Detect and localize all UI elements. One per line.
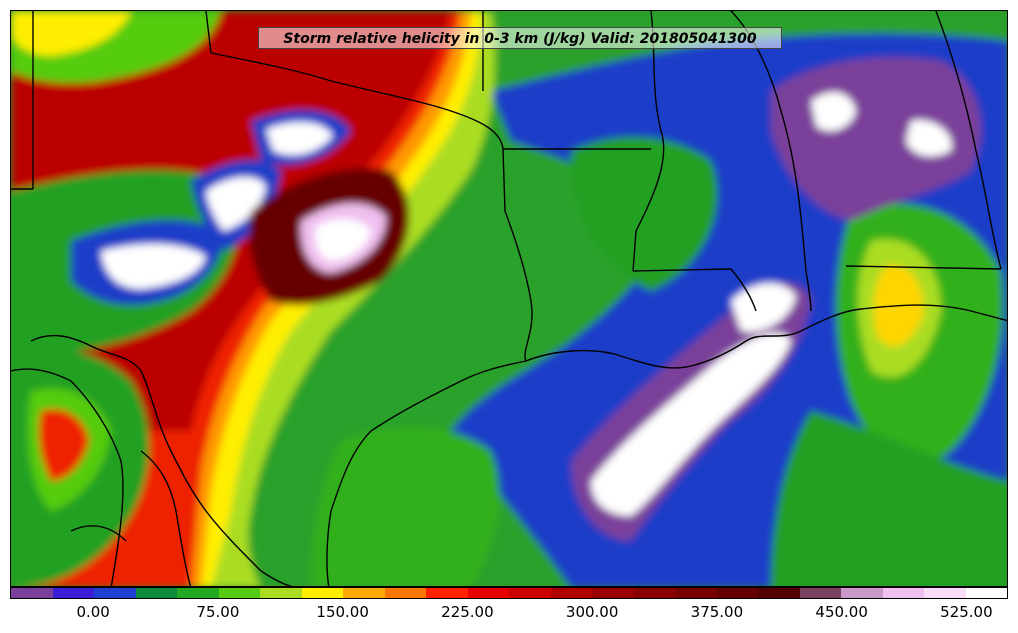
colorbar-tick-label: 75.00 <box>196 603 240 621</box>
colorbar <box>10 587 1008 599</box>
colorbar-swatch <box>467 588 509 598</box>
colorbar-swatch <box>384 588 426 598</box>
colorbar-swatch <box>550 588 592 598</box>
colorbar-swatch <box>94 588 136 598</box>
colorbar-swatch <box>965 588 1007 598</box>
colorbar-swatch <box>882 588 924 598</box>
colorbar-swatch <box>841 588 883 598</box>
helicity-map: Storm relative helicity in 0-3 km (J/kg)… <box>10 10 1008 587</box>
colorbar-swatch <box>716 588 758 598</box>
colorbar-tick-label: 300.00 <box>565 603 619 621</box>
map-title: Storm relative helicity in 0-3 km (J/kg)… <box>258 27 782 49</box>
colorbar-swatch <box>301 588 343 598</box>
colorbar-tick-label: 0.00 <box>76 603 110 621</box>
colorbar-tick-label: 150.00 <box>316 603 369 621</box>
colorbar-tick-label: 375.00 <box>690 603 744 621</box>
colorbar-tick-label: 225.00 <box>441 603 494 621</box>
colorbar-swatch <box>675 588 717 598</box>
colorbar-swatch <box>509 588 551 598</box>
colorbar-swatch <box>135 588 177 598</box>
colorbar-swatch <box>11 588 53 598</box>
colorbar-labels: 0.00 75.00 150.00 225.00 300.00 375.00 450.00 5… <box>10 601 1008 625</box>
colorbar-swatch <box>592 588 634 598</box>
colorbar-swatch <box>177 588 219 598</box>
colorbar-swatch <box>343 588 385 598</box>
colorbar-tick-label: 525.00 <box>940 603 993 621</box>
colorbar-swatch <box>924 588 966 598</box>
helicity-field <box>11 11 1007 586</box>
colorbar-tick-label: 450.00 <box>815 603 868 621</box>
colorbar-swatch <box>260 588 302 598</box>
colorbar-swatch <box>218 588 260 598</box>
colorbar-swatch <box>426 588 468 598</box>
colorbar-swatch <box>799 588 841 598</box>
colorbar-swatch <box>52 588 94 598</box>
colorbar-swatch <box>758 588 800 598</box>
colorbar-swatch <box>633 588 675 598</box>
